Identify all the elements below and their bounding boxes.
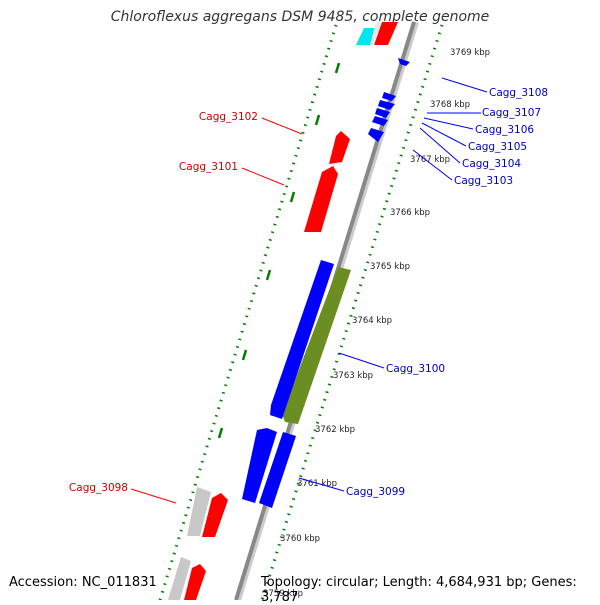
- tick-labels: 3769 kbp 3768 kbp 3767 kbp 3766 kbp 3765…: [263, 48, 490, 599]
- tick-label-3762: 3762 kbp: [315, 425, 355, 435]
- gene-label-cagg-3102: Cagg_3102: [199, 111, 258, 123]
- gene-label-cagg-3105: Cagg_3105: [468, 141, 527, 153]
- tick-label-3768: 3768 kbp: [430, 100, 470, 110]
- inner-dotted-guide: [260, 24, 444, 600]
- gene-arrow-cagg-3099[interactable]: [259, 432, 296, 508]
- gene-arrow-cagg-3101[interactable]: [304, 166, 338, 232]
- tick-label-3759: 3759 kbp: [263, 589, 303, 599]
- gene-label-cagg-3100: Cagg_3100: [386, 363, 445, 375]
- gene-arrow-green: [282, 267, 351, 424]
- feature-cyan: [356, 28, 378, 45]
- leader-lines-forward: [130, 117, 303, 504]
- tick-label-3765: 3765 kbp: [370, 262, 410, 272]
- gene-labels-reverse: Cagg_3108 Cagg_3107 Cagg_3106 Cagg_3105 …: [346, 87, 548, 498]
- map-title: Chloroflexus aggregans DSM 9485, complet…: [110, 9, 490, 25]
- topology-text: Topology: circular; Length: 4,684,931 bp…: [261, 575, 577, 605]
- gene-arrow-cagg-3102[interactable]: [329, 131, 350, 164]
- gene-label-cagg-3098: Cagg_3098: [69, 482, 128, 494]
- gene-arrow-cagg-3107: [382, 92, 396, 101]
- gene-label-cagg-3101: Cagg_3101: [179, 161, 238, 173]
- gene-arrow-bottom-red: [184, 564, 206, 600]
- tick-label-3766: 3766 kbp: [390, 208, 430, 218]
- gene-arrow-cagg-3106: [378, 100, 395, 110]
- tick-label-3760: 3760 kbp: [280, 534, 320, 544]
- gene-arrow-cagg-3100[interactable]: [270, 260, 334, 419]
- gene-label-cagg-3103: Cagg_3103: [454, 175, 513, 187]
- gene-arrow-cagg-3105: [375, 108, 390, 118]
- feature-top-grey: [370, 22, 382, 45]
- gene-label-cagg-3107: Cagg_3107: [482, 107, 541, 119]
- gene-arrow-cagg-3104: [372, 116, 388, 126]
- gene-arrow-cagg-3098[interactable]: [202, 493, 228, 537]
- gene-label-cagg-3108: Cagg_3108: [489, 87, 548, 99]
- tick-label-3763: 3763 kbp: [333, 371, 373, 381]
- gene-label-cagg-3106: Cagg_3106: [475, 124, 534, 136]
- tick-label-3761: 3761 kbp: [297, 479, 337, 489]
- gene-arrow-cagg-3098-grey: [187, 487, 211, 536]
- small-reverse-genes[interactable]: [368, 58, 410, 142]
- tick-label-3769: 3769 kbp: [450, 48, 490, 58]
- gene-arrow-cagg-3103: [368, 128, 384, 142]
- gene-arrow-cagg-3108: [398, 58, 410, 66]
- tick-label-3764: 3764 kbp: [352, 316, 392, 326]
- gene-arrow-bottom-grey: [168, 557, 191, 600]
- gene-arrow-blue-left[interactable]: [242, 428, 277, 503]
- tick-label-3767: 3767 kbp: [410, 155, 450, 165]
- gene-label-cagg-3099: Cagg_3099: [346, 486, 405, 498]
- leader-lines-reverse: [298, 77, 488, 492]
- gene-label-cagg-3104: Cagg_3104: [462, 158, 521, 170]
- gene-labels-forward: Cagg_3102 Cagg_3101 Cagg_3098: [69, 111, 258, 494]
- accession-text: Accession: NC_011831: [9, 575, 157, 590]
